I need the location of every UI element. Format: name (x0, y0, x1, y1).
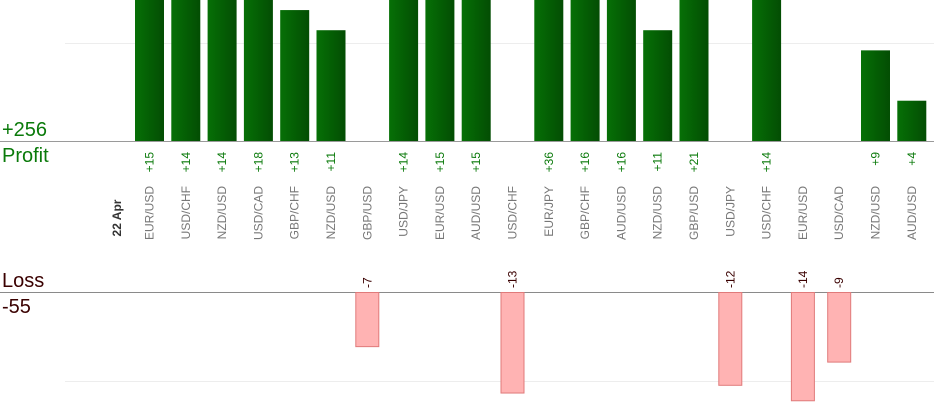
loss-value-label: -13 (506, 270, 520, 288)
category-label: USD/JPY (397, 186, 411, 237)
category-label: NZD/USD (869, 186, 883, 240)
category-label: NZD/USD (651, 186, 665, 240)
profit-value-label: +15 (143, 152, 157, 173)
profit-value-label: +14 (179, 152, 193, 173)
category-label: USD/JPY (723, 186, 737, 237)
loss-bar (355, 292, 380, 348)
category-label: NZD/USD (215, 186, 229, 240)
profit-bar (861, 50, 890, 141)
category-label: EUR/USD (796, 186, 810, 240)
loss-value-label: -14 (796, 270, 810, 288)
profit-value-label: +15 (433, 152, 447, 173)
profit-bar (425, 0, 455, 141)
profit-bar (643, 30, 673, 141)
category-label: GBP/CHF (288, 186, 302, 239)
profit-bar (570, 0, 600, 141)
category-label: AUD/USD (469, 186, 483, 240)
loss-bar (718, 292, 743, 386)
profit-bar (135, 0, 164, 141)
category-label: EUR/USD (143, 186, 157, 240)
profit-bar (897, 100, 927, 141)
profit-value-label: +36 (542, 152, 556, 173)
loss-total: -55 (2, 296, 31, 318)
profit-bar (461, 0, 491, 141)
category-label: GBP/CHF (578, 186, 592, 239)
profit-value-label: +11 (651, 152, 665, 172)
category-label: NZD/USD (324, 186, 338, 240)
profit-value-label: +13 (288, 152, 302, 173)
profit-value-label: +15 (469, 152, 483, 173)
loss-label: Loss (2, 270, 45, 292)
profit-bar (389, 0, 419, 141)
profit-bar (752, 0, 782, 141)
profit-value-label: +16 (578, 152, 592, 173)
category-label: EUR/USD (433, 186, 447, 240)
category-label: USD/CHF (179, 186, 193, 239)
loss-value-label: -12 (723, 270, 737, 288)
loss-value-label: -9 (832, 277, 846, 288)
category-label: AUD/USD (905, 186, 919, 240)
profit-value-label: +4 (905, 152, 919, 166)
profit-bar (280, 10, 310, 142)
profit-value-label: +18 (251, 152, 265, 173)
profit-total: +256 (2, 119, 48, 141)
category-label: AUD/USD (614, 186, 628, 240)
profit-value-label: +21 (687, 152, 701, 173)
profit-value-label: +16 (614, 152, 628, 173)
category-label: GBP/USD (687, 186, 701, 240)
category-label: USD/CAD (832, 186, 846, 240)
loss-bar (500, 292, 525, 394)
date-label: 22 Apr (110, 199, 124, 236)
category-label: GBP/USD (360, 186, 374, 240)
profit-bar (679, 0, 709, 141)
category-label: USD/CHF (760, 186, 774, 239)
loss-value-label: -7 (360, 277, 374, 288)
profit-bar (606, 0, 636, 141)
profit-value-label: +9 (869, 152, 883, 166)
loss-bar (827, 292, 852, 363)
category-label: USD/CAD (251, 186, 265, 240)
profit-value-label: +14 (397, 152, 411, 173)
profit-value-label: +14 (215, 152, 229, 173)
profit-label: Profit (2, 145, 49, 167)
profit-bar (207, 0, 237, 141)
profit-value-label: +14 (760, 152, 774, 173)
category-label: EUR/JPY (542, 186, 556, 237)
profit-bar (316, 30, 346, 141)
profit-value-label: +11 (324, 152, 338, 172)
profit-bar (243, 0, 273, 141)
profit-bar (171, 0, 201, 141)
profit-bar (534, 0, 564, 141)
category-label: USD/CHF (506, 186, 520, 239)
loss-bar (790, 292, 815, 402)
